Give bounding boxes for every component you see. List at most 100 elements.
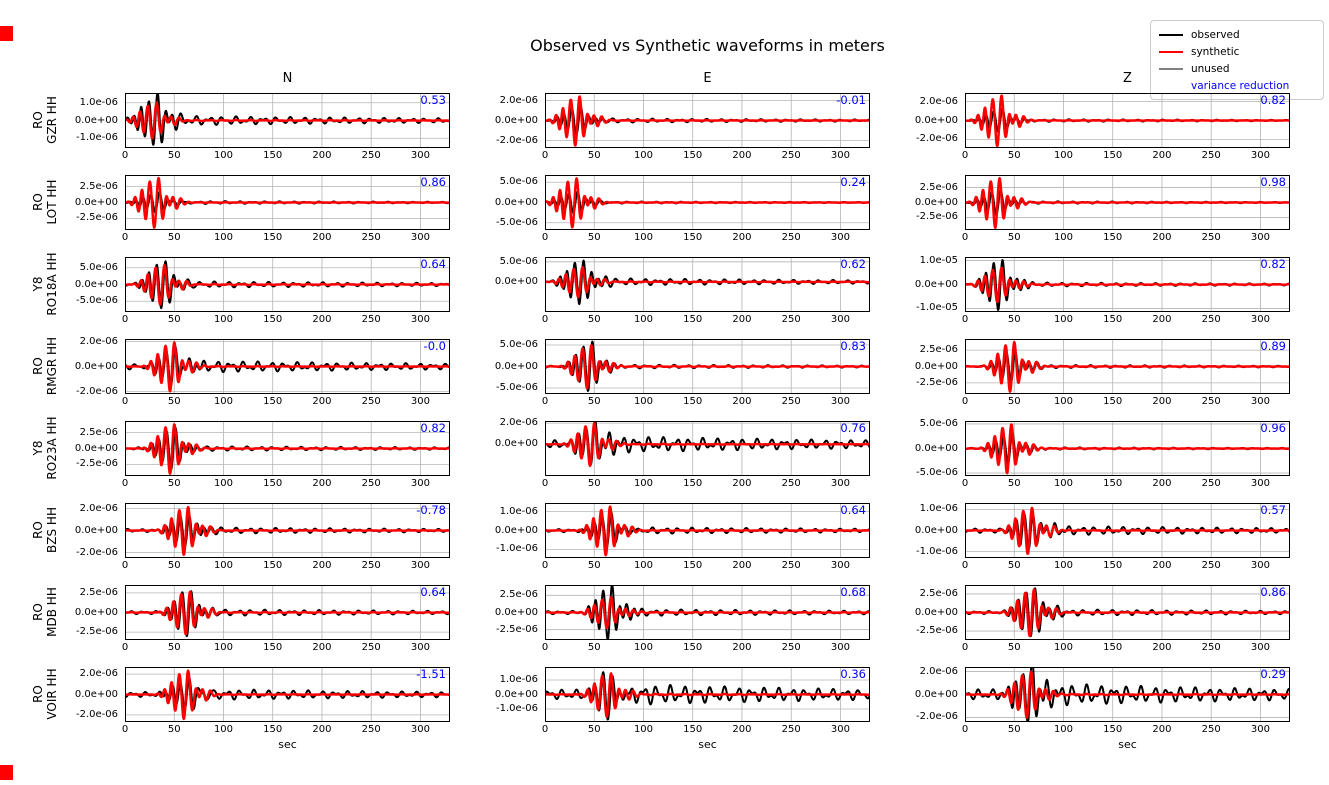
y-tick-label: 0.0e+00 xyxy=(494,114,538,126)
y-tick-label: 0.0e+00 xyxy=(494,275,538,287)
x-tick-label: 200 xyxy=(1152,560,1172,571)
x-tick-label: 200 xyxy=(732,232,752,243)
x-tick-label: 50 xyxy=(587,724,601,735)
waveform-panel: 0.68 2.5e-06 0.0e+00 -2.5e-06 0 50 100 150 200 2… xyxy=(495,585,870,653)
x-tick-label: 0 xyxy=(541,642,549,653)
x-tick-label: 200 xyxy=(1152,724,1172,735)
variance-reduction-value: 0.36 xyxy=(840,667,866,681)
x-tick-label: 150 xyxy=(683,314,703,325)
red-marker-bottom xyxy=(0,765,13,780)
y-tick-label: -1.0e-05 xyxy=(916,302,958,314)
waveform-canvas xyxy=(125,175,450,230)
waveform-canvas xyxy=(965,503,1290,558)
y-tick-label: -2.0e-06 xyxy=(496,134,538,146)
y-tick-label: 0.0e+00 xyxy=(74,524,118,536)
x-tick-label: 50 xyxy=(167,232,181,243)
y-tick-label: -2.5e-06 xyxy=(76,458,118,470)
y-tick-label: 1.0e-06 xyxy=(499,505,538,517)
variance-reduction-value: 0.96 xyxy=(1260,421,1286,435)
variance-reduction-value: -0.0 xyxy=(423,339,446,353)
variance-reduction-value: 0.76 xyxy=(840,421,866,435)
x-tick-label: 50 xyxy=(167,150,181,161)
x-tick-label: 300 xyxy=(410,560,430,571)
x-tick-label: 200 xyxy=(732,642,752,653)
y-tick-label: 0.0e+00 xyxy=(74,688,118,700)
x-tick-label: 100 xyxy=(1053,724,1074,735)
x-tick-label: 250 xyxy=(1201,560,1221,571)
y-tick-label: 0.0e+00 xyxy=(494,688,538,700)
variance-reduction-value: 0.57 xyxy=(1260,503,1286,517)
y-tick-label: 2.5e-06 xyxy=(79,180,118,192)
waveform-panel: 0.86 2.5e-06 0.0e+00 -2.5e-06 0 50 100 150 200 2… xyxy=(75,175,450,243)
x-tick-label: 250 xyxy=(361,642,381,653)
legend-label: variance reduction xyxy=(1191,79,1290,92)
y-tick-label: -2.5e-06 xyxy=(916,211,958,223)
x-tick-label: 200 xyxy=(312,642,332,653)
y-tick-label: 0.0e+00 xyxy=(914,688,958,700)
waveform-panel: 0.64 2.5e-06 0.0e+00 -2.5e-06 0 50 100 150 200 2… xyxy=(75,585,450,653)
x-tick-label: 150 xyxy=(1103,724,1123,735)
variance-reduction-value: 0.82 xyxy=(420,421,446,435)
x-tick-label: 300 xyxy=(1250,150,1270,161)
x-tick-label: 300 xyxy=(830,396,850,407)
waveform-canvas xyxy=(965,667,1290,722)
waveform-panel: 0.83 5.0e-06 0.0e+00 -5.0e-06 0 50 100 150 200 2… xyxy=(495,339,870,407)
x-tick-label: 300 xyxy=(1250,642,1270,653)
y-tick-label: -1.0e-06 xyxy=(916,545,958,557)
x-tick-label: 50 xyxy=(1007,232,1021,243)
x-tick-label: 250 xyxy=(361,478,381,489)
x-tick-label: 300 xyxy=(1250,396,1270,407)
x-tick-label: 300 xyxy=(830,232,850,243)
x-tick-label: 50 xyxy=(587,396,601,407)
synthetic-line-icon xyxy=(1159,50,1183,53)
x-tick-label: 50 xyxy=(1007,642,1021,653)
x-tick-label: 0 xyxy=(961,232,969,243)
x-axis-label-e: sec xyxy=(698,738,717,751)
y-tick-label: 0.0e+00 xyxy=(494,438,538,450)
figure-title: Observed vs Synthetic waveforms in meter… xyxy=(530,36,885,55)
x-tick-label: 100 xyxy=(213,560,234,571)
variance-reduction-value: 0.82 xyxy=(1260,93,1286,107)
y-tick-label: 0.0e+00 xyxy=(74,442,118,454)
waveform-canvas xyxy=(125,421,450,476)
legend-label: unused xyxy=(1191,62,1230,75)
waveform-panel: 0.82 2.5e-06 0.0e+00 -2.5e-06 0 50 100 150 200 2… xyxy=(75,421,450,489)
x-tick-label: 50 xyxy=(1007,396,1021,407)
y-tick-label: 2.0e-06 xyxy=(79,335,118,347)
x-tick-label: 250 xyxy=(1201,724,1221,735)
waveform-panel: 0.98 2.5e-06 0.0e+00 -2.5e-06 0 50 100 150 200 2… xyxy=(915,175,1290,243)
x-tick-label: 150 xyxy=(683,396,703,407)
variance-reduction-value: -0.78 xyxy=(416,503,446,517)
y-tick-label: -2.5e-06 xyxy=(916,625,958,637)
y-tick-label: 0.0e+00 xyxy=(914,196,958,208)
x-tick-label: 300 xyxy=(830,724,850,735)
x-tick-label: 0 xyxy=(541,560,549,571)
y-tick-label: 0.0e+00 xyxy=(74,196,118,208)
x-tick-label: 50 xyxy=(167,642,181,653)
y-tick-label: 0.0e+00 xyxy=(914,278,958,290)
x-tick-label: 250 xyxy=(781,232,801,243)
waveform-panel: 0.76 2.0e-06 0.0e+00 0 50 100 150 200 250 300 xyxy=(495,417,870,489)
y-tick-label: 0.0e+00 xyxy=(74,360,118,372)
unused-line-icon xyxy=(1159,67,1183,70)
waveform-canvas xyxy=(545,175,870,230)
x-axis-label-n: sec xyxy=(278,738,297,751)
y-tick-label: 2.0e-06 xyxy=(499,94,538,106)
x-tick-label: 0 xyxy=(121,724,129,735)
x-tick-label: 150 xyxy=(683,150,703,161)
x-tick-label: 150 xyxy=(263,478,283,489)
x-tick-label: 150 xyxy=(1103,478,1123,489)
x-tick-label: 150 xyxy=(683,232,703,243)
x-tick-label: 100 xyxy=(213,150,234,161)
variance-reduction-value: -1.51 xyxy=(416,667,446,681)
x-tick-label: 50 xyxy=(167,478,181,489)
x-tick-label: 300 xyxy=(410,478,430,489)
x-tick-label: 100 xyxy=(633,478,654,489)
column-title-n: N xyxy=(282,71,293,86)
y-tick-label: 1.0e-05 xyxy=(919,254,958,266)
x-tick-label: 300 xyxy=(410,150,430,161)
waveform-canvas xyxy=(545,93,870,148)
x-tick-label: 250 xyxy=(361,560,381,571)
x-tick-label: 100 xyxy=(213,314,234,325)
